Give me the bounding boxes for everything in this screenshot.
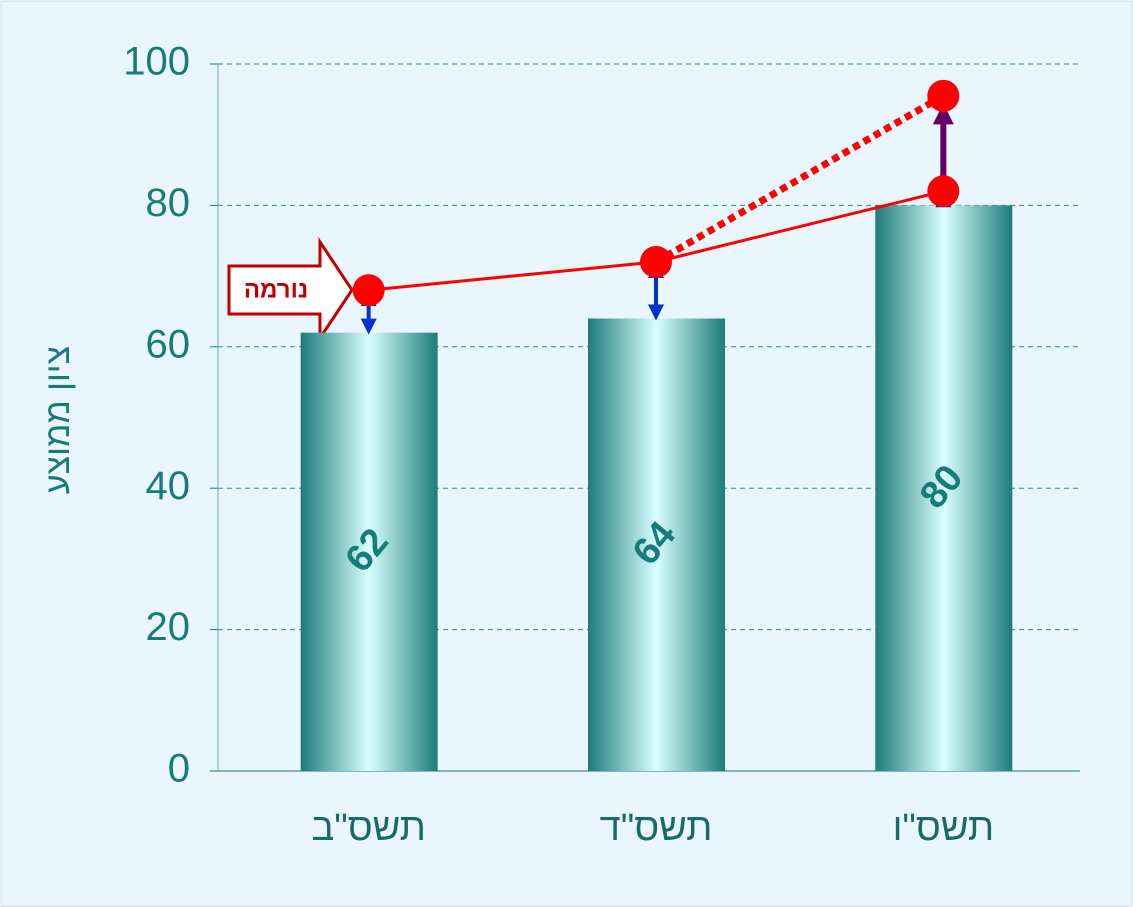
bar [875, 205, 1013, 771]
line [654, 92, 946, 265]
x-tick-label: תשס"ב [311, 807, 425, 849]
y-tick-label: 20 [146, 605, 191, 649]
y-tick-label: 60 [146, 322, 191, 366]
line-point [927, 175, 960, 208]
line-point [927, 79, 960, 112]
y-tick-label: 40 [146, 464, 191, 508]
annotation-text: נורמה [244, 276, 308, 303]
x-tick-label: תשס"ו [893, 807, 995, 849]
line-point [640, 245, 672, 278]
x-tick-label: תשס"ד [600, 807, 713, 849]
bar [588, 318, 725, 771]
bar [300, 332, 438, 771]
annotation: נורמה [227, 237, 354, 343]
annotation-arrow [227, 237, 354, 343]
line-point [352, 274, 385, 307]
y-axis-label: ציון ממוצע [39, 346, 77, 494]
y-tick-label: 0 [168, 747, 190, 791]
y-tick-label: 80 [146, 181, 191, 225]
y-tick-label: 100 [123, 40, 190, 84]
